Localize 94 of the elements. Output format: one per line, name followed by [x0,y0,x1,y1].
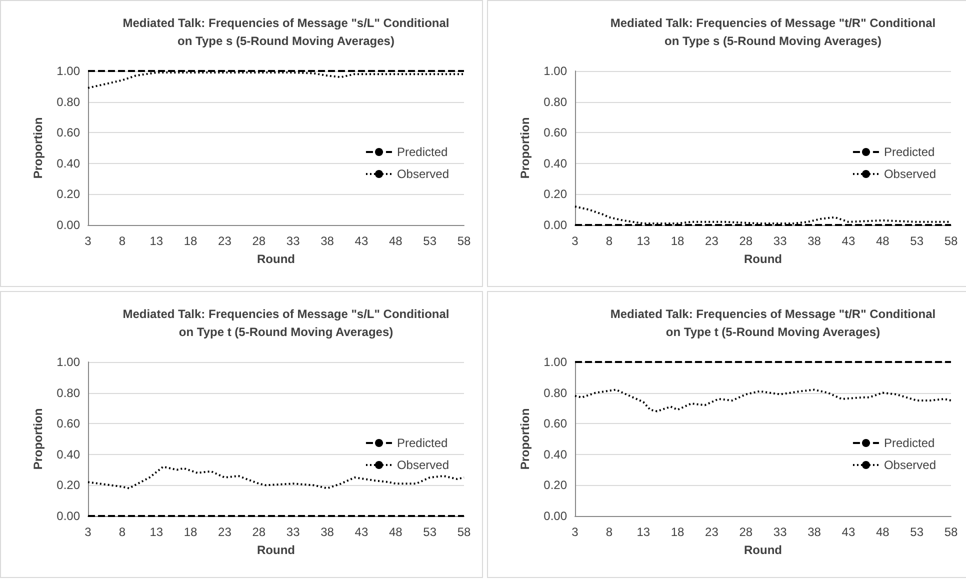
legend-label: Predicted [884,436,935,450]
x-tick-label: 43 [354,525,368,539]
legend-label: Predicted [396,145,448,159]
x-tick-label: 28 [739,234,753,248]
x-axis-title: Round [744,252,782,266]
chart-title: Mediated Talk: Frequencies of Message "t/R" Conditional on Type s (5-Round Moving Averages) [610,16,936,48]
x-tick-label: 13 [636,234,650,248]
x-tick-label: 48 [388,525,403,539]
y-tick-label: 0.40 [56,156,80,170]
y-tick-label: 0.20 [56,478,80,492]
x-tick-label: 28 [252,525,266,539]
x-tick-label: 58 [944,525,958,539]
legend-label: Predicted [884,145,935,159]
x-tick-label: 13 [150,525,164,539]
x-tick-label: 53 [910,525,924,539]
y-tick-label: 0.60 [544,126,568,140]
y-axis-title: Proportion [518,408,532,470]
x-tick-label: 18 [184,525,198,539]
x-tick-label: 3 [572,525,579,539]
x-axis-title: Round [257,543,295,557]
x-tick-label: 23 [218,234,232,248]
legend-label: Observed [396,458,450,472]
x-tick-label: 3 [84,525,92,539]
chart-title: Mediated Talk: Frequencies of Message "s/L" Conditional on Type s (5-Round Moving Averages) [122,16,450,48]
x-tick-label: 43 [354,234,368,248]
y-tick-label: 1.00 [56,355,80,369]
x-axis-title: Round [257,252,295,266]
x-tick-label: 33 [773,234,788,248]
y-tick-label: 0.80 [56,94,80,109]
x-tick-label: 23 [705,525,719,539]
y-tick-label: 0.40 [56,447,80,462]
x-tick-label: 8 [606,234,613,248]
legend-label: Observed [396,167,450,181]
x-tick-label: 58 [457,525,471,539]
x-tick-label: 8 [118,234,126,248]
x-tick-label: 43 [842,525,856,539]
y-tick-label: 0.40 [544,447,568,462]
y-tick-label: 0.80 [544,94,568,109]
x-tick-label: 53 [423,234,437,248]
y-tick-label: 0.20 [56,187,80,202]
y-tick-label: 0.20 [544,187,568,202]
x-tick-label: 38 [320,525,334,539]
y-tick-label: 0.20 [544,478,568,492]
x-tick-label: 8 [606,525,613,539]
legend-label: Observed [884,167,936,181]
x-tick-label: 8 [118,525,126,539]
x-tick-label: 33 [286,525,300,539]
x-tick-label: 48 [388,234,403,248]
x-tick-label: 48 [876,525,890,539]
x-tick-label: 58 [457,234,471,248]
x-tick-label: 58 [944,234,958,248]
x-tick-label: 53 [423,525,437,539]
x-tick-label: 13 [150,234,164,248]
x-axis-title: Round [744,543,782,557]
legend-label: Predicted [396,436,448,450]
x-tick-label: 18 [184,234,198,248]
x-tick-label: 38 [808,525,822,539]
x-tick-label: 33 [286,234,300,248]
x-tick-label: 18 [670,525,685,539]
x-tick-label: 13 [636,525,650,539]
y-axis-title: Proportion [31,117,45,179]
x-tick-label: 33 [773,525,788,539]
line-series [87,72,465,89]
y-tick-label: 0.80 [544,386,568,400]
y-tick-label: 0.60 [544,416,568,431]
y-tick-label: 0.60 [56,416,80,431]
x-tick-label: 3 [84,234,92,248]
x-tick-label: 3 [572,234,579,248]
x-tick-label: 53 [910,234,924,248]
chart-title: Mediated Talk: Frequencies of Message "t/R" Conditional on Type t (5-Round Moving Averages) [610,307,936,339]
x-tick-label: 28 [739,525,753,539]
y-tick-label: 1.00 [544,64,568,78]
y-tick-label: 0.80 [56,386,80,400]
y-tick-label: 0.00 [544,218,568,232]
legend-label: Observed [884,458,936,472]
chart-title: Mediated Talk: Frequencies of Message "s/L" Conditional on Type t (5-Round Moving Averages) [122,307,450,339]
x-tick-label: 28 [252,234,266,248]
x-tick-label: 23 [705,234,719,248]
x-tick-label: 38 [320,234,334,248]
x-tick-label: 43 [842,234,856,248]
y-tick-label: 0.00 [56,218,80,232]
y-axis-title: Proportion [31,408,45,470]
line-series [574,388,952,412]
y-axis-title: Proportion [518,117,532,179]
x-tick-label: 18 [670,234,685,248]
y-tick-label: 0.40 [544,156,568,170]
y-tick-label: 1.00 [56,64,80,78]
y-tick-label: 0.00 [56,509,80,523]
x-tick-label: 38 [808,234,822,248]
y-tick-label: 0.60 [56,126,80,140]
y-tick-label: 1.00 [544,355,568,369]
x-tick-label: 23 [218,525,232,539]
y-tick-label: 0.00 [544,509,568,523]
x-tick-label: 48 [876,234,890,248]
